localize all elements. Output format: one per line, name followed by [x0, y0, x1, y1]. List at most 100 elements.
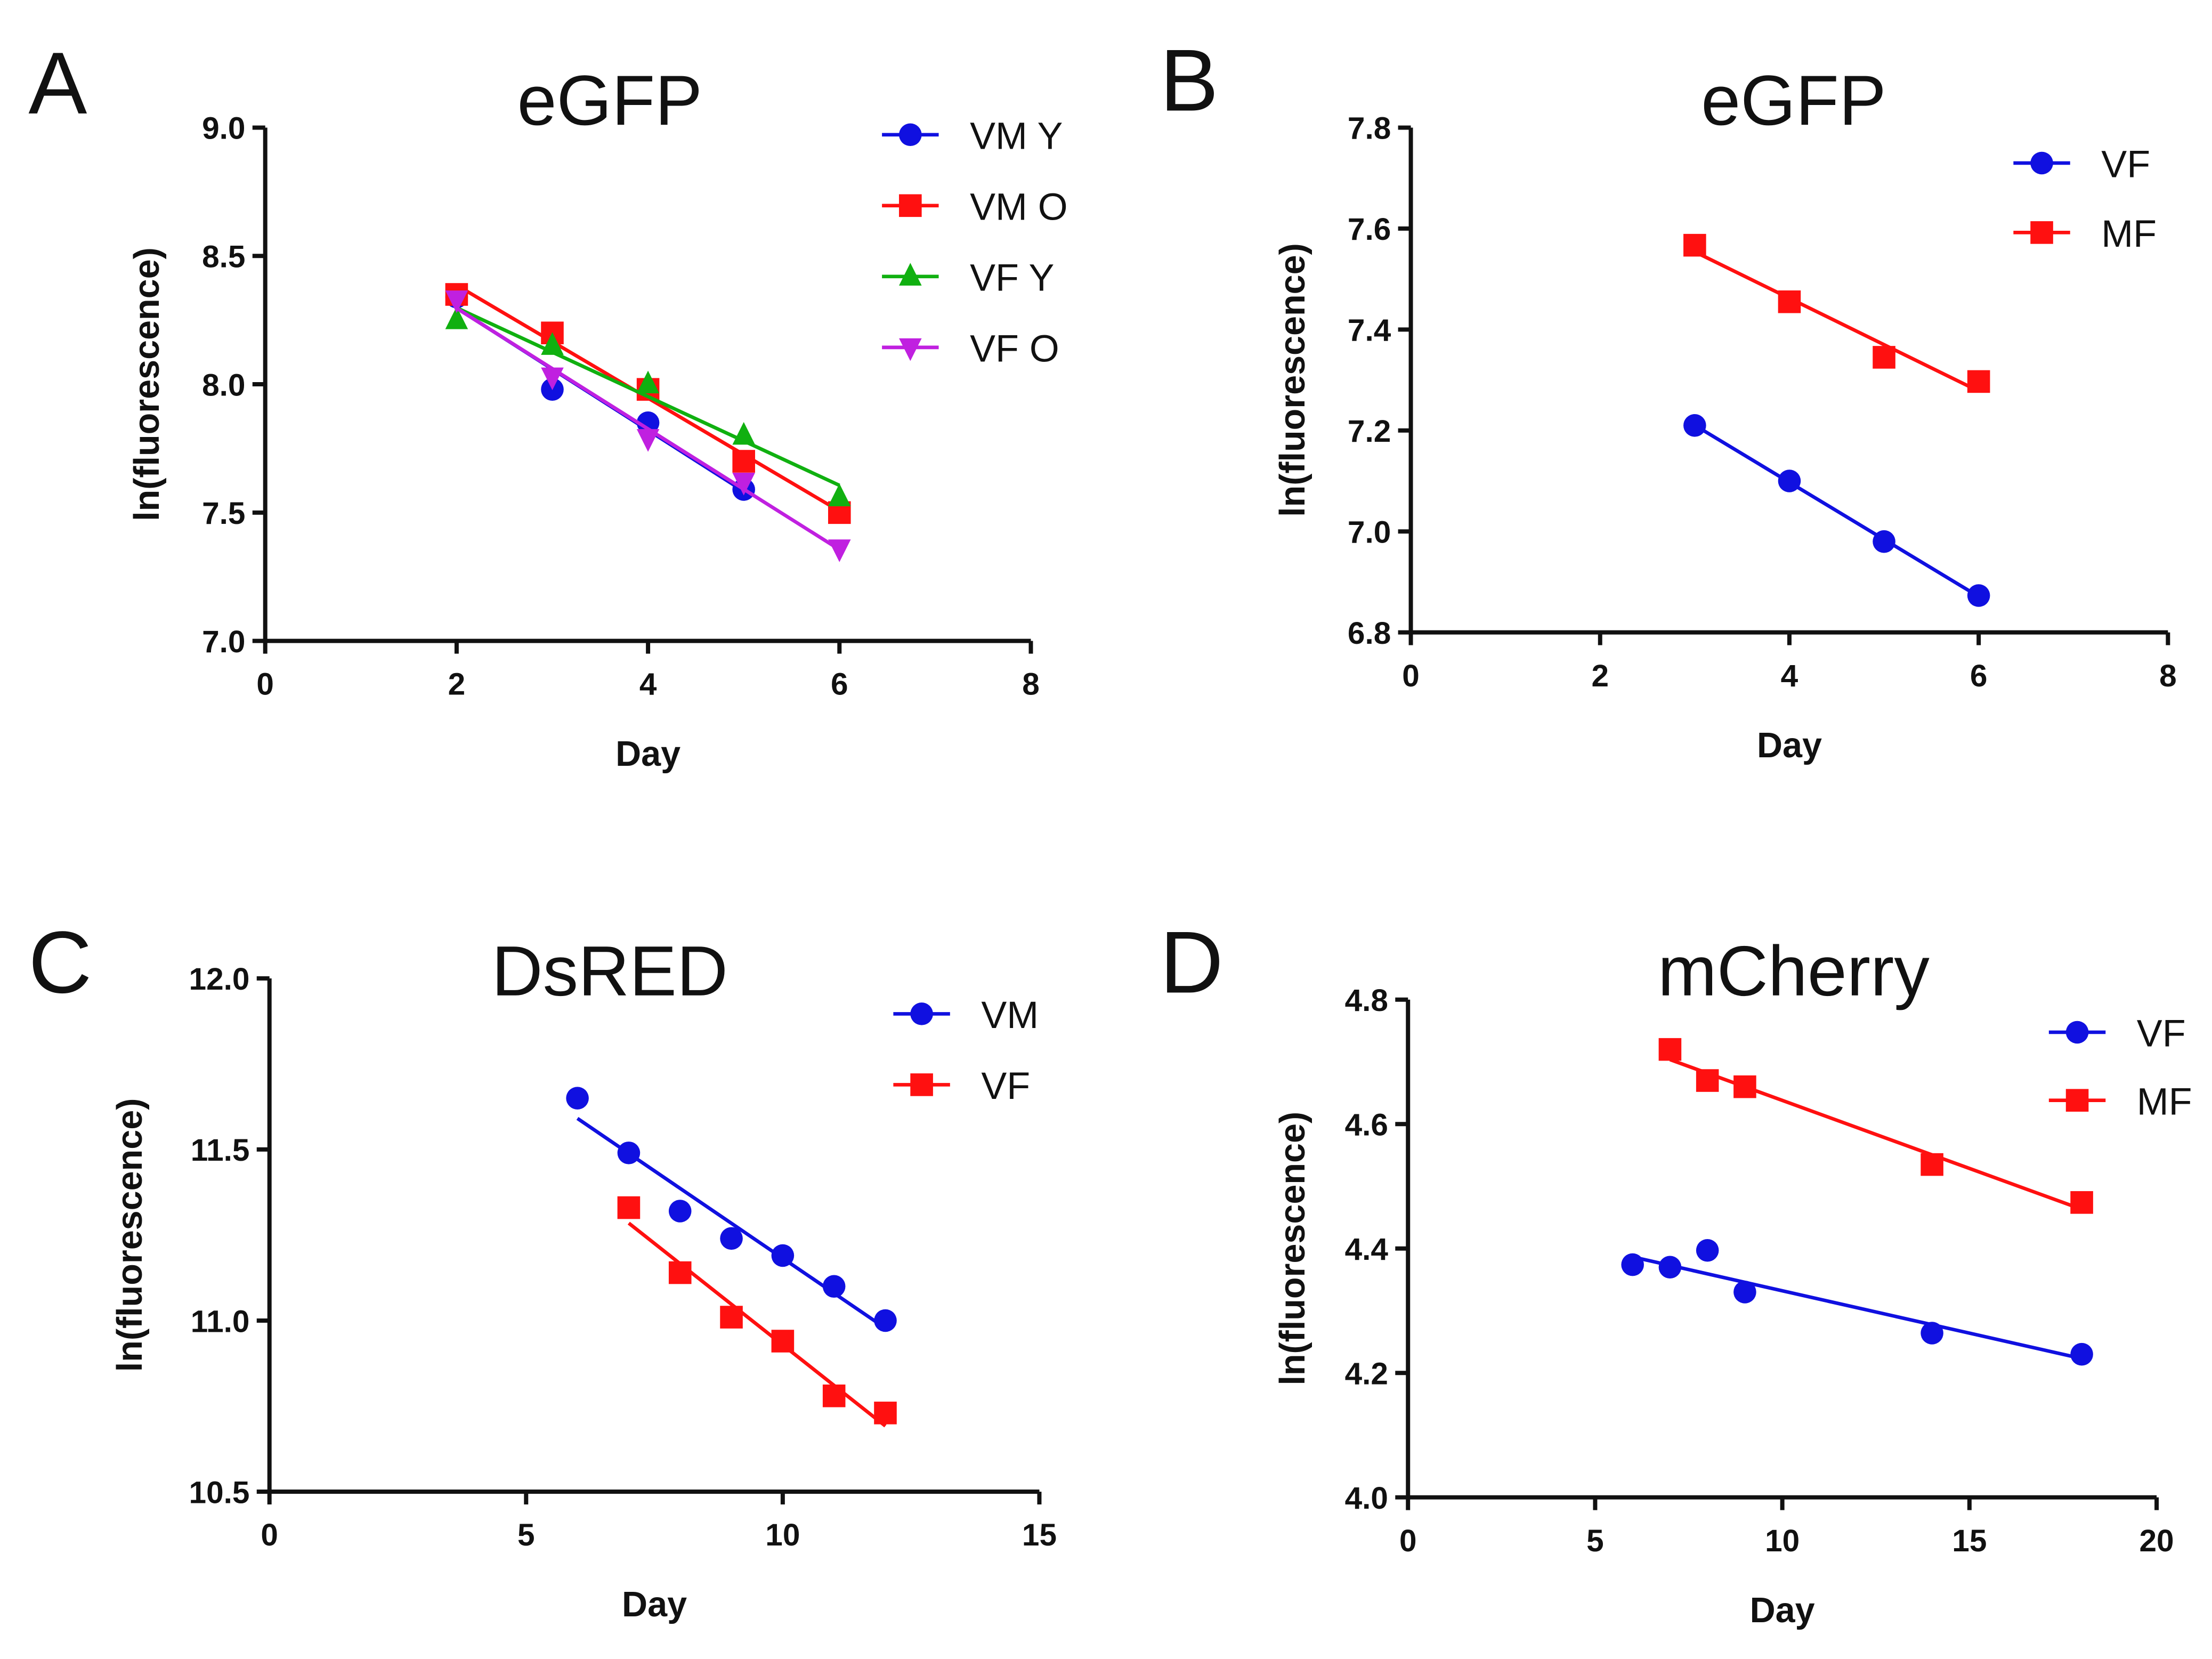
data-point [1696, 1069, 1719, 1092]
x-tick-label: 2 [448, 667, 466, 702]
y-axis-label: ln(fluorescence) [127, 247, 167, 521]
chart-title: mCherry [1658, 932, 1930, 1011]
chart-title: eGFP [1701, 61, 1886, 140]
data-point [566, 1087, 589, 1110]
y-tick-label: 4.4 [1345, 1232, 1389, 1267]
data-point [1921, 1153, 1943, 1176]
y-tick-label: 8.0 [202, 368, 245, 402]
series-vf-y [445, 306, 851, 506]
data-point [732, 422, 755, 445]
legend-label: VF [981, 1065, 1030, 1107]
series-mf [1658, 1038, 2093, 1214]
legend-marker [910, 1073, 933, 1096]
data-point [822, 1384, 846, 1407]
data-point [445, 290, 468, 313]
x-tick-label: 0 [1399, 1524, 1417, 1558]
data-point [874, 1402, 897, 1425]
series-vf-o [445, 290, 851, 562]
data-point [636, 429, 660, 452]
y-tick-label: 10.5 [189, 1475, 250, 1510]
y-tick-label: 4.8 [1345, 983, 1388, 1018]
data-point [1733, 1281, 1756, 1304]
x-tick-label: 8 [2159, 659, 2177, 693]
x-tick-label: 5 [517, 1518, 535, 1552]
legend-label: VF Y [970, 256, 1054, 299]
x-tick-label: 8 [1022, 667, 1040, 702]
data-point [732, 450, 755, 473]
x-tick-label: 15 [1022, 1518, 1057, 1552]
data-point [771, 1330, 795, 1353]
chart-title: DsRED [492, 932, 728, 1011]
data-point [1967, 584, 1990, 607]
data-point [1778, 470, 1801, 492]
x-tick-label: 0 [1402, 659, 1420, 693]
y-tick-label: 8.5 [202, 240, 245, 274]
legend-label: MF [2101, 213, 2157, 255]
legend-label: VM Y [970, 115, 1063, 157]
legend-marker [899, 338, 922, 361]
y-tick-label: 11.5 [191, 1133, 250, 1168]
panel-letter: D [1160, 913, 1224, 1011]
legend-marker [2065, 1089, 2089, 1112]
y-tick-label: 7.8 [1348, 111, 1391, 146]
chart-title: eGFP [517, 61, 702, 140]
data-point [1621, 1253, 1644, 1276]
data-point [636, 370, 660, 394]
fit-line [456, 306, 841, 551]
data-point [1921, 1322, 1943, 1345]
x-axis-label: Day [1750, 1591, 1815, 1630]
x-tick-label: 0 [261, 1518, 278, 1552]
data-point [445, 306, 468, 329]
data-point [668, 1200, 692, 1223]
data-point [2070, 1342, 2093, 1366]
y-tick-label: 9.0 [202, 111, 245, 146]
x-axis-label: Day [615, 734, 680, 774]
series-vf [617, 1196, 897, 1428]
x-axis-label: Day [1757, 726, 1822, 765]
y-tick-label: 4.2 [1345, 1356, 1388, 1391]
y-axis-label: ln(fluorescence) [110, 1098, 150, 1372]
x-tick-label: 2 [1591, 659, 1609, 693]
x-tick-label: 6 [1970, 659, 1988, 693]
data-point [1873, 346, 1895, 369]
x-tick-label: 0 [256, 667, 274, 702]
data-point [1778, 290, 1801, 313]
x-axis-label: Day [622, 1585, 687, 1624]
legend-label: MF [2137, 1080, 2192, 1123]
data-point [541, 332, 564, 355]
x-tick-label: 10 [765, 1518, 800, 1552]
x-tick-label: 4 [1781, 659, 1798, 693]
data-point [617, 1142, 641, 1164]
legend-label: VF [2101, 143, 2150, 186]
data-point [822, 1275, 846, 1298]
data-point [1873, 530, 1895, 553]
y-tick-label: 7.6 [1348, 212, 1391, 247]
series-vm-o [445, 283, 851, 524]
data-point [828, 539, 851, 562]
y-tick-label: 7.2 [1348, 414, 1391, 449]
y-tick-label: 7.5 [202, 496, 245, 531]
panel-letter: C [28, 913, 92, 1011]
data-point [1733, 1075, 1756, 1098]
series-mf [1683, 233, 1990, 393]
y-tick-label: 4.6 [1345, 1108, 1388, 1143]
y-tick-label: 4.0 [1345, 1481, 1388, 1516]
fit-line [627, 1221, 887, 1428]
legend-marker [899, 123, 922, 147]
fit-line [1632, 1255, 2083, 1361]
data-point [668, 1261, 692, 1284]
legend-label: VF O [970, 327, 1059, 370]
data-point [1683, 414, 1706, 437]
legend-label: VM [981, 994, 1039, 1037]
x-tick-label: 15 [1952, 1524, 1987, 1558]
fit-line [456, 306, 840, 487]
data-point [1696, 1239, 1719, 1262]
legend-marker [910, 1002, 933, 1025]
data-point [636, 411, 660, 434]
y-tick-label: 7.0 [202, 625, 245, 659]
legend-label: VF [2137, 1013, 2186, 1055]
panel-c: C DsRED 0 5 10 15 10.5 11.0 11.5 12.0 Day ln(fluore… [28, 913, 1057, 1624]
